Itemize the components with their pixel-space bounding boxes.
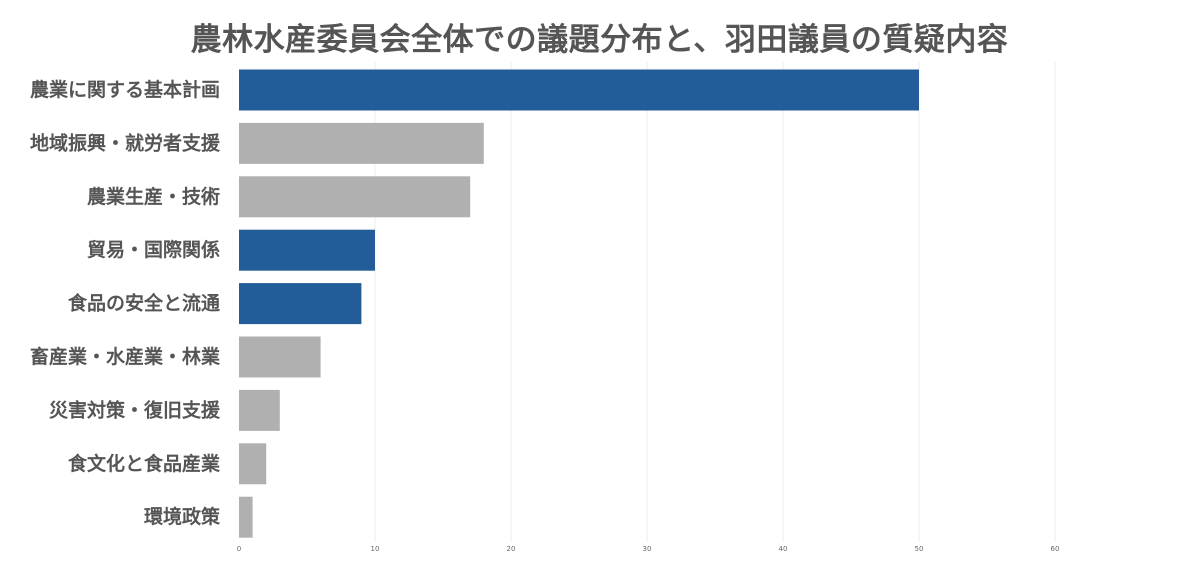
category-label: 農業に関する基本計画 bbox=[30, 78, 220, 101]
x-tick-label: 50 bbox=[915, 545, 924, 553]
category-label: 食文化と食品産業 bbox=[68, 452, 221, 475]
category-label: 災害対策・復旧支援 bbox=[49, 398, 221, 421]
category-label: 環境政策 bbox=[144, 505, 221, 528]
bar bbox=[239, 283, 362, 325]
bar bbox=[239, 229, 375, 271]
category-label: 貿易・国際関係 bbox=[87, 238, 220, 261]
x-tick-label: 60 bbox=[1051, 545, 1060, 553]
category-label: 農業生産・技術 bbox=[87, 185, 220, 208]
bar bbox=[239, 122, 484, 164]
x-tick-label: 10 bbox=[371, 545, 380, 553]
x-tick-label: 0 bbox=[237, 545, 241, 553]
x-tick-label: 20 bbox=[507, 545, 516, 553]
category-label: 畜産業・水産業・林業 bbox=[30, 345, 221, 368]
bars bbox=[239, 69, 919, 538]
bar bbox=[239, 496, 253, 538]
x-tick-label: 40 bbox=[779, 545, 788, 553]
bar bbox=[239, 69, 919, 111]
bar bbox=[239, 176, 471, 218]
x-tick-labels: 0 10 20 30 40 50 60 bbox=[237, 545, 1060, 553]
bar bbox=[239, 389, 280, 431]
x-tick-label: 30 bbox=[643, 545, 652, 553]
category-labels: 農業に関する基本計画地域振興・就労者支援農業生産・技術貿易・国際関係食品の安全と… bbox=[30, 78, 221, 528]
chart-title: 農林水産委員会全体での議題分布と、羽田議員の質疑内容 bbox=[190, 22, 1009, 58]
category-label: 地域振興・就労者支援 bbox=[30, 131, 221, 154]
bar bbox=[239, 336, 321, 378]
category-label: 食品の安全と流通 bbox=[68, 292, 221, 315]
bar bbox=[239, 443, 267, 485]
